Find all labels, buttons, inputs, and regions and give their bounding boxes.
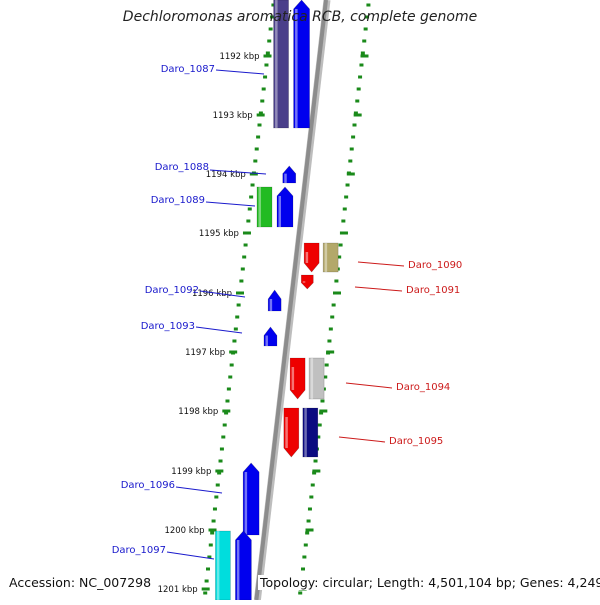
gene-arrow	[283, 407, 300, 458]
backbone	[254, 0, 328, 601]
gene-highlight	[244, 472, 248, 535]
genome-title: Dechloromonas aromatica RCB, complete ge…	[122, 9, 478, 25]
gene-arrow	[267, 289, 282, 312]
gene-callout-line	[338, 436, 386, 443]
gene-box	[256, 186, 273, 228]
gene-callout-line	[357, 261, 405, 267]
ruler-label: 1196 kbp	[192, 289, 232, 299]
gene-box	[302, 407, 319, 458]
gene-callout-line	[345, 382, 393, 389]
gene-arrow	[282, 165, 297, 184]
gene-highlight	[305, 252, 309, 263]
gene-arrow	[263, 326, 278, 347]
gene-label: Daro_1095	[389, 436, 443, 447]
gene-highlight	[269, 299, 273, 311]
ruler-label: 1198 kbp	[178, 407, 218, 417]
gene-callout-line	[205, 201, 256, 207]
gene-callout-line	[199, 290, 246, 298]
ruler-label: 1193 kbp	[213, 111, 253, 121]
gene-box	[322, 242, 339, 273]
gene-label: Daro_1089	[151, 195, 205, 206]
gene-label: Daro_1094	[396, 382, 450, 393]
gene-highlight	[285, 417, 288, 448]
gene-arrow	[293, 0, 310, 129]
gene-callout-line	[209, 169, 267, 175]
gene-label: Daro_1096	[121, 480, 175, 491]
gene-box	[308, 357, 325, 400]
gene-highlight	[310, 358, 314, 399]
ruler-label: 1194 kbp	[206, 170, 246, 180]
gene-highlight	[216, 531, 220, 600]
gene-callout-line	[175, 486, 223, 494]
gene-label: Daro_1091	[406, 285, 460, 296]
gene-highlight	[291, 367, 295, 390]
topology-summary: Topology: circular; Length: 4,501,104 bp…	[258, 575, 600, 590]
gene-label: Daro_1092	[145, 285, 199, 296]
ruler-label: 1197 kbp	[185, 348, 225, 358]
gene-callout-line	[215, 69, 265, 75]
ruler-label: 1195 kbp	[199, 229, 239, 239]
gene-arrow	[242, 462, 260, 536]
gene-callout-line	[354, 286, 403, 292]
gene-highlight	[236, 540, 240, 600]
ruler-label: 1192 kbp	[219, 52, 259, 62]
ruler-label: 1199 kbp	[171, 467, 211, 477]
gene-callout-line	[195, 326, 243, 334]
gene-callout-line	[166, 551, 215, 560]
gene-highlight	[324, 243, 328, 272]
gene-highlight	[295, 9, 298, 128]
gene-highlight	[258, 187, 261, 227]
accession-label: Accession: NC_007298	[7, 575, 154, 590]
gene-label: Daro_1093	[141, 321, 195, 332]
gene-highlight	[278, 196, 281, 227]
gene-highlight	[304, 408, 307, 457]
gene-highlight	[302, 281, 306, 283]
gene-label: Daro_1090	[408, 260, 462, 271]
ruler-label: 1201 kbp	[158, 585, 198, 595]
ruler-label: 1200 kbp	[164, 526, 204, 536]
gene-arrow	[235, 530, 252, 601]
gene-arrow	[289, 357, 306, 400]
gene-highlight	[265, 335, 268, 346]
gene-label: Daro_1097	[112, 545, 166, 556]
gene-arrow	[276, 186, 294, 228]
gene-label: Daro_1087	[161, 64, 215, 75]
gene-highlight	[284, 173, 287, 183]
gene-arrow	[303, 242, 320, 273]
gene-box	[273, 0, 289, 129]
gene-highlight	[275, 0, 278, 128]
gene-label: Daro_1088	[155, 162, 209, 173]
gene-arrow	[300, 274, 314, 290]
